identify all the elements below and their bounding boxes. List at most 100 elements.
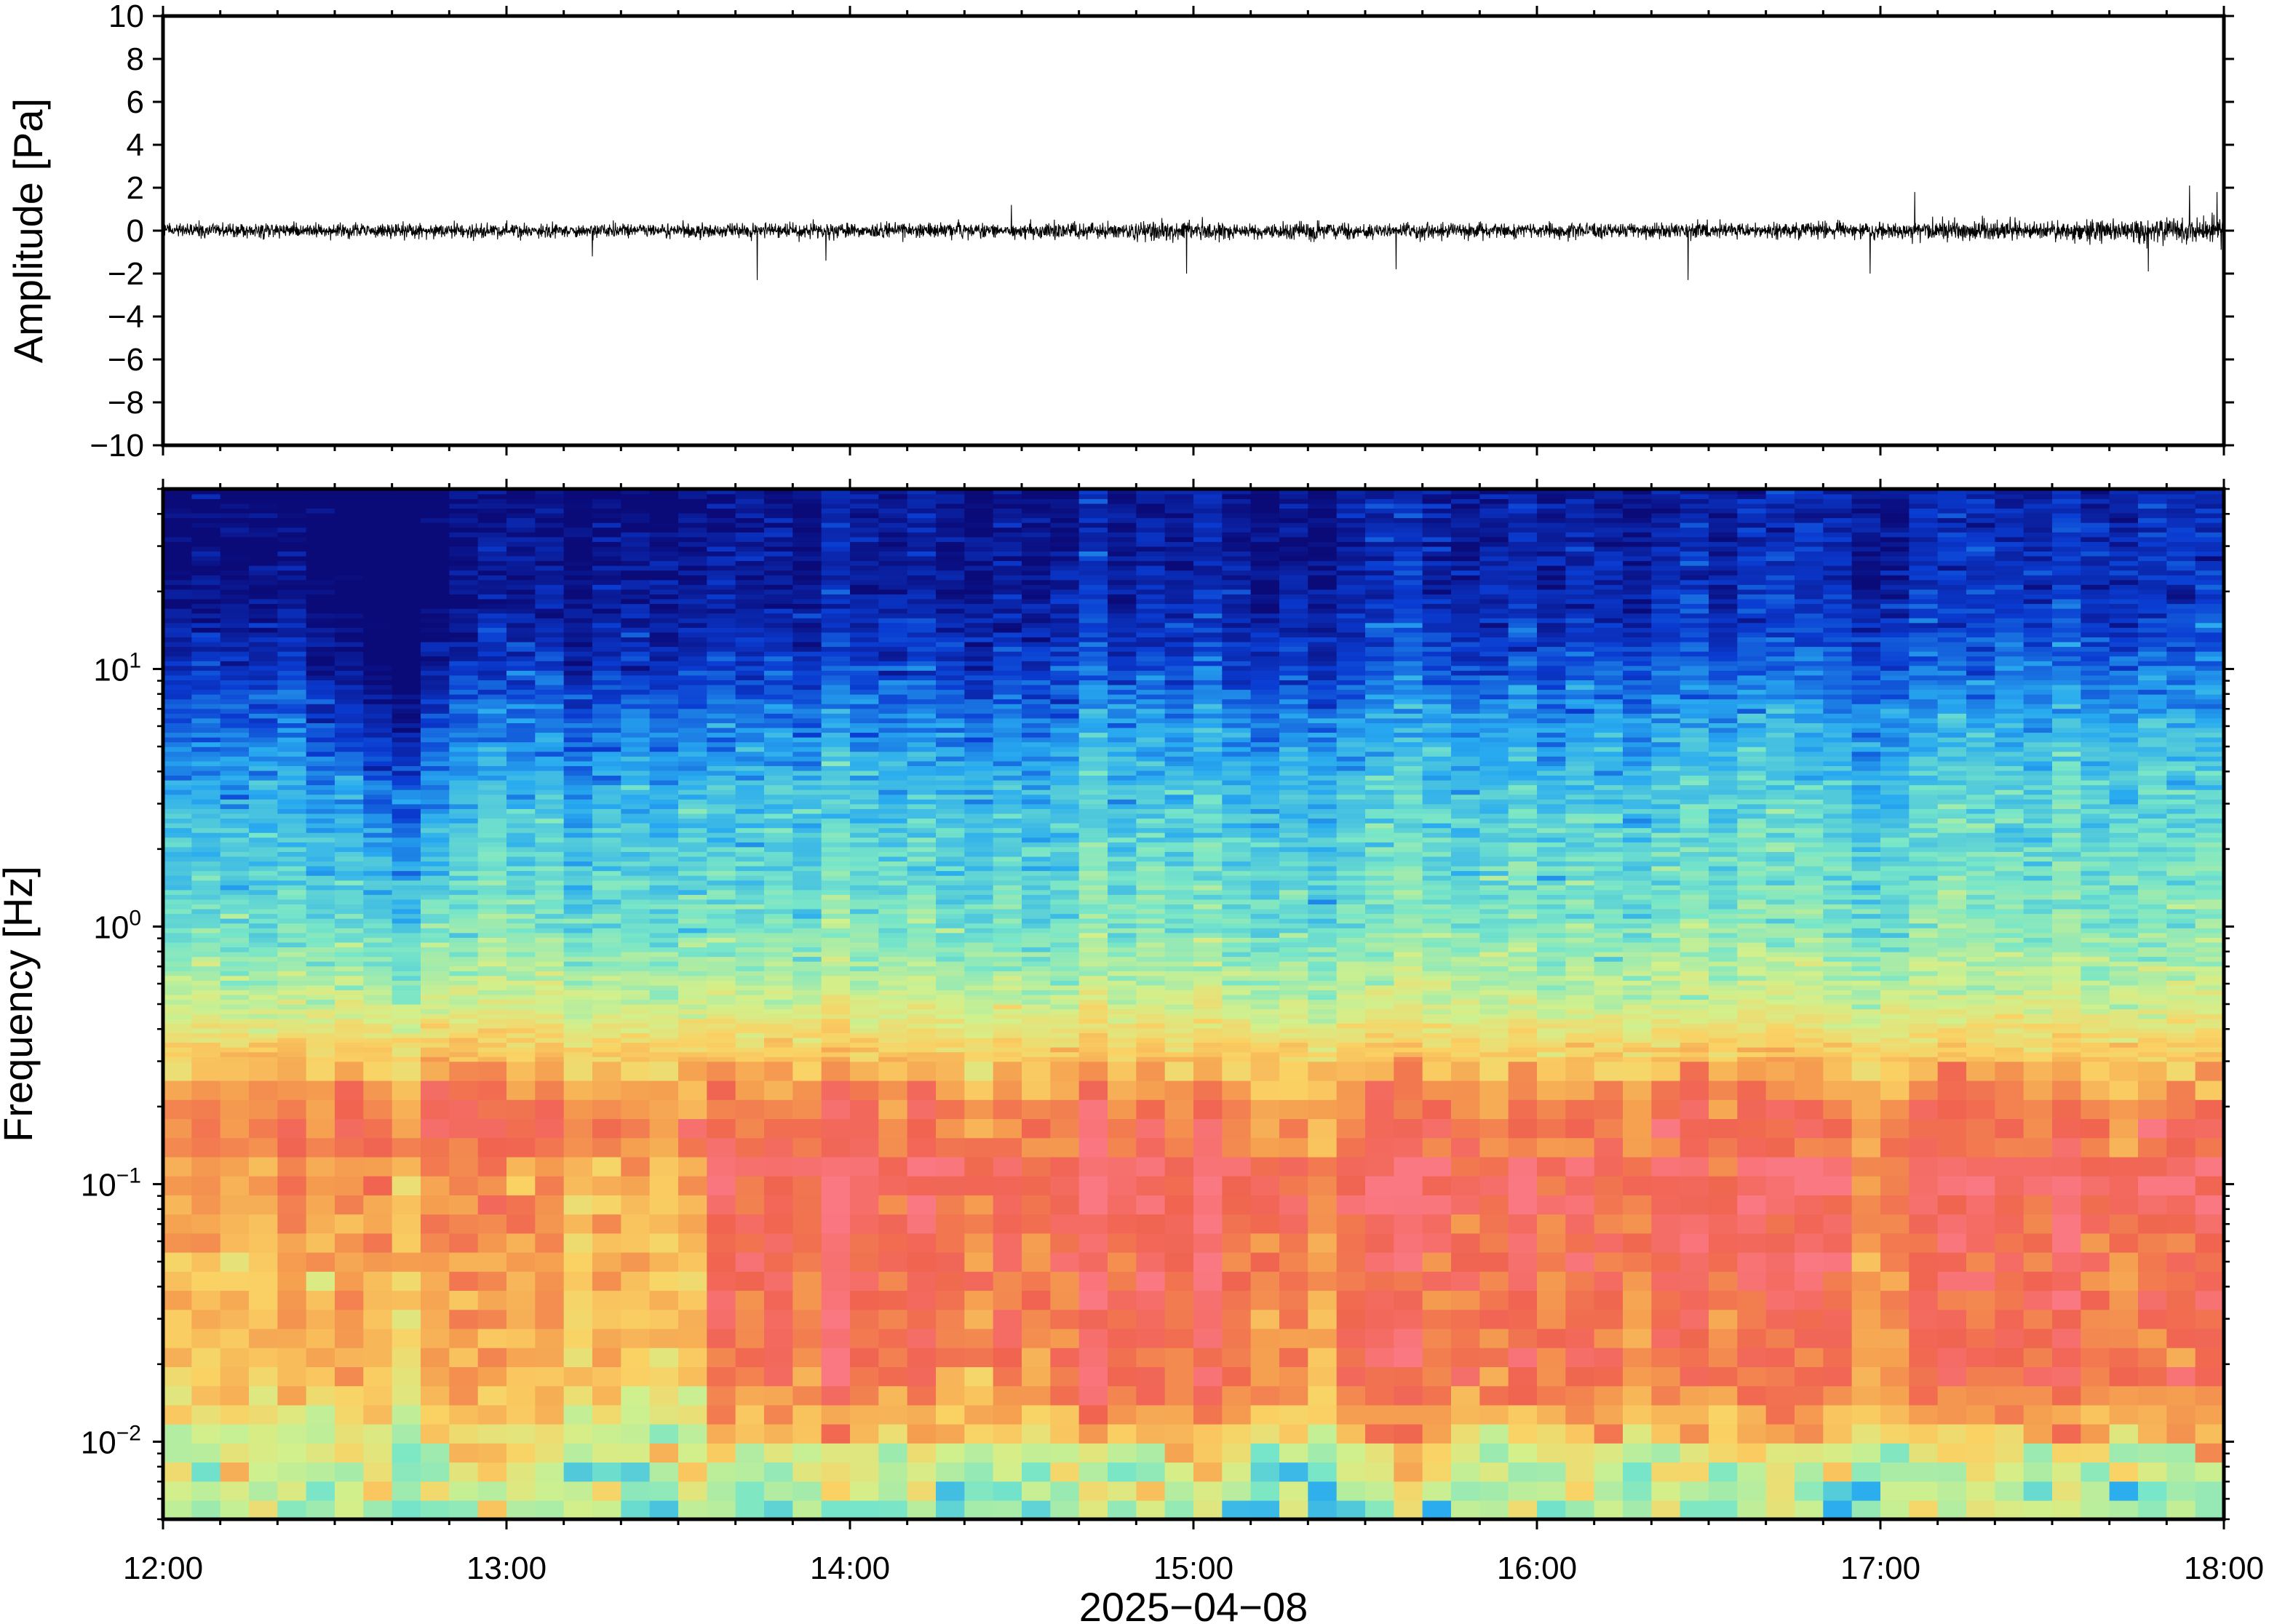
- spectrogram-cell: [421, 1481, 450, 1501]
- spectrogram-cell: [306, 650, 335, 657]
- spectrogram-cell: [764, 1328, 794, 1348]
- spectrogram-cell: [220, 717, 250, 723]
- spectrogram-cell: [649, 746, 679, 752]
- spectrogram-cell: [1050, 660, 1080, 666]
- spectrogram-cell: [220, 570, 250, 576]
- spectrogram-cell: [1108, 756, 1137, 762]
- spectrogram-cell: [449, 603, 479, 609]
- spectrogram-cell: [506, 574, 536, 581]
- spectrogram-cell: [477, 536, 507, 542]
- spectrogram-cell: [277, 1042, 307, 1048]
- spectrogram-cell: [506, 670, 536, 676]
- spectrogram-cell: [735, 1037, 765, 1043]
- spectrogram-cell: [936, 779, 966, 786]
- spectrogram-cell: [964, 984, 994, 991]
- spectrogram-cell: [878, 536, 908, 542]
- spectrogram-cell: [477, 837, 507, 843]
- spectrogram-cell: [649, 990, 679, 995]
- spectrogram-cell: [421, 565, 450, 571]
- spectrogram-cell: [764, 1290, 794, 1310]
- spectrogram-cell: [477, 551, 507, 557]
- spectrogram-cell: [878, 489, 908, 495]
- spectrogram-cell: [1050, 789, 1080, 795]
- spectrogram-cell: [993, 1233, 1022, 1253]
- spectrogram-cell: [936, 984, 966, 991]
- spectrogram-cell: [678, 689, 708, 695]
- spectrogram-cell: [363, 779, 393, 786]
- spectrogram-cell: [535, 570, 565, 576]
- spectrogram-cell: [821, 1008, 851, 1014]
- spectrogram-cell: [964, 1462, 994, 1482]
- spectrogram-cell: [1108, 856, 1137, 862]
- spectrogram-cell: [535, 517, 565, 523]
- spectrogram-cell: [477, 565, 507, 571]
- spectrogram-cell: [735, 1046, 765, 1053]
- spectrogram-cell: [506, 1175, 536, 1195]
- spectrogram-cell: [678, 889, 708, 895]
- spectrogram-cell: [392, 1046, 421, 1053]
- spectrogram-cell: [821, 808, 851, 814]
- spectrogram-cell: [335, 765, 365, 771]
- spectrogram-cell: [993, 1462, 1022, 1482]
- spectrogram-cell: [1078, 960, 1108, 967]
- spectrogram-cell: [277, 703, 307, 709]
- spectrogram-cell: [249, 1003, 279, 1010]
- spectrogram-cell: [964, 947, 994, 952]
- spectrogram-cell: [1078, 1404, 1108, 1425]
- spectrogram-cell: [850, 736, 880, 743]
- spectrogram-cell: [535, 503, 565, 509]
- spectrogram-cell: [335, 560, 365, 566]
- spectrogram-cell: [421, 1251, 450, 1272]
- spectrogram-cell: [1050, 1003, 1080, 1010]
- spectrogram-cell: [392, 1366, 421, 1387]
- spectrogram-cell: [1050, 522, 1080, 528]
- spectrogram-cell: [392, 889, 421, 895]
- spectrogram-cell: [535, 1271, 565, 1291]
- spectrogram-cell: [936, 1027, 966, 1033]
- spectrogram-cell: [335, 947, 365, 952]
- spectrogram-cell: [993, 1032, 1022, 1038]
- spectrogram-cell: [878, 1056, 908, 1062]
- spectrogram-cell: [249, 928, 279, 934]
- spectrogram-cell: [1050, 608, 1080, 614]
- spectrogram-cell: [1108, 1023, 1137, 1029]
- spectrogram-cell: [506, 966, 536, 971]
- spectrogram-cell: [306, 928, 335, 934]
- spectrogram-cell: [335, 680, 365, 685]
- spectrogram-cell: [649, 889, 679, 895]
- spectrogram-cell: [477, 1018, 507, 1024]
- spectrogram-cell: [363, 746, 393, 752]
- spectrogram-cell: [506, 813, 536, 819]
- spectrogram-cell: [335, 517, 365, 523]
- spectrogram-cell: [1022, 522, 1052, 528]
- spectrogram-cell: [163, 736, 193, 743]
- spectrogram-cell: [964, 951, 994, 958]
- spectrogram-cell: [907, 689, 937, 695]
- spectrogram-cell: [792, 904, 822, 909]
- spectrogram-cell: [592, 971, 622, 976]
- spectrogram-cell: [535, 1328, 565, 1348]
- spectrogram-cell: [249, 1462, 279, 1482]
- spectrogram-cell: [936, 560, 966, 566]
- spectrogram-cell: [477, 770, 507, 776]
- spectrogram-cell: [964, 1481, 994, 1501]
- spectrogram-cell: [163, 536, 193, 542]
- spectrogram-cell: [821, 508, 851, 514]
- spectrogram-cell: [249, 746, 279, 752]
- spectrogram-cell: [506, 1032, 536, 1038]
- spectrogram-cell: [764, 1366, 794, 1387]
- spectrogram-cell: [821, 1080, 851, 1100]
- spectrogram-cell: [249, 598, 279, 605]
- spectrogram-cell: [363, 865, 393, 872]
- spectrogram-cell: [907, 531, 937, 538]
- spectrogram-cell: [363, 536, 393, 542]
- spectrogram-cell: [993, 1175, 1022, 1195]
- spectrogram-cell: [821, 984, 851, 991]
- spectrogram-cell: [363, 665, 393, 671]
- spectrogram-cell: [678, 813, 708, 819]
- spectrogram-cell: [1078, 942, 1108, 948]
- spectrogram-cell: [477, 1500, 507, 1520]
- spectrogram-cell: [563, 1195, 593, 1215]
- spectrogram-cell: [764, 1462, 794, 1482]
- spectrogram-cell: [878, 928, 908, 934]
